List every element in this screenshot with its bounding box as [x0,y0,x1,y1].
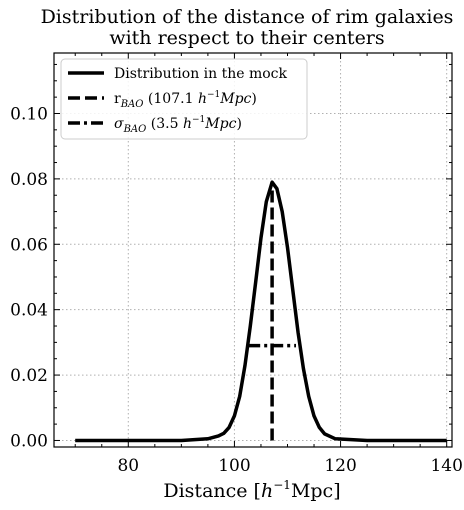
x-axis-label-prefix: Distance [ [163,480,261,502]
chart-title-line-1: Distribution of the distance of rim gala… [41,6,454,28]
x-axis-label-unit: Mpc] [291,480,341,502]
y-tick-label: 0.08 [10,170,48,190]
x-tick-labels: 80 100 120 140 [117,456,462,476]
x-axis-label-exponent: −1 [273,478,291,492]
plot-frame [53,52,453,448]
x-axis-label-h: h [261,480,273,502]
series [75,180,447,443]
series-mock-distribution [75,180,447,443]
y-tick-label: 0.00 [10,431,48,451]
y-tick-labels: 0.00 0.02 0.04 0.06 0.08 0.10 [10,104,48,451]
x-tick-label: 100 [218,456,250,476]
grid [54,53,452,447]
y-tick-label: 0.02 [10,366,48,386]
x-axis-label: Distance [h−1Mpc] [163,478,340,502]
legend: Distribution in the mock rBAO (107.1 h−1… [60,58,308,140]
y-tick-label: 0.04 [10,301,48,321]
x-tick-label: 140 [430,456,462,476]
chart-title-line-2: with respect to their centers [109,27,384,49]
x-tick-label: 80 [117,456,139,476]
legend-box [60,58,308,140]
legend-label-mock: Distribution in the mock [114,66,288,82]
legend-label-rbao: rBAO (107.1 h−1Mpc) [114,90,257,110]
x-tick-label: 120 [324,456,356,476]
y-tick-label: 0.10 [10,104,48,124]
legend-label-sigma: σBAO (3.5 h−1Mpc) [114,115,242,135]
y-tick-label: 0.06 [10,235,48,255]
